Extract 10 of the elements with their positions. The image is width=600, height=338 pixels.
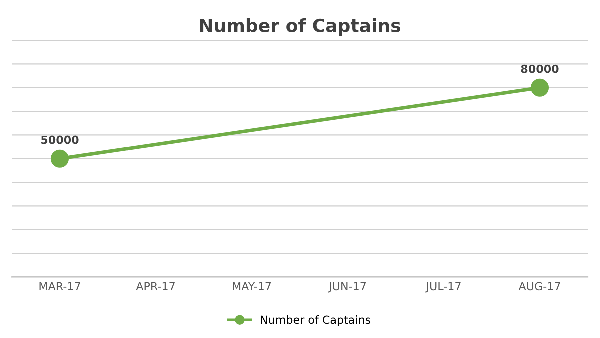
- x-tick-label: JUN-17: [328, 282, 366, 293]
- chart-title: Number of Captains: [200, 18, 400, 36]
- x-tick-label: APR-17: [136, 282, 175, 290]
- x-tick-label: AUG-17: [518, 282, 560, 291]
- x-tick-label: JUL-17: [426, 282, 461, 293]
- legend-label: Number of Captains: [261, 316, 371, 326]
- data-label: 50000: [42, 136, 79, 144]
- data-label: 80000: [521, 64, 559, 74]
- x-tick-label: MAY-17: [233, 282, 272, 290]
- x-tick-label: MAR-17: [40, 282, 80, 290]
